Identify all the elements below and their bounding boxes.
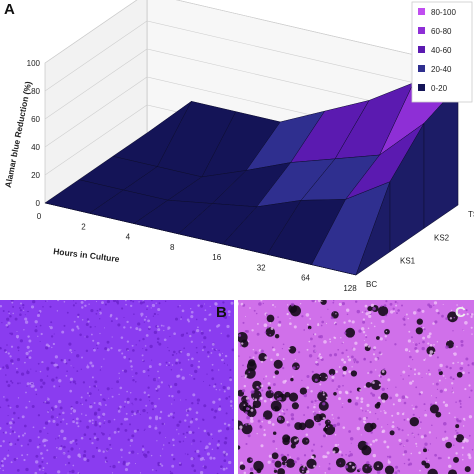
micrograph-c bbox=[238, 300, 474, 474]
z-axis-label: Alamar blue Reduction (%) bbox=[3, 80, 33, 188]
legend-label: 80-100 bbox=[431, 8, 456, 17]
x-tick-label: 16 bbox=[212, 253, 221, 262]
micrograph-b bbox=[0, 300, 234, 474]
z-tick-label: 80 bbox=[31, 87, 40, 96]
legend-label: 0-20 bbox=[431, 84, 448, 93]
legend-swatch bbox=[418, 8, 425, 15]
x-tick-label: 8 bbox=[170, 243, 175, 252]
y-tick-label: TS2 bbox=[468, 210, 474, 219]
surface-chart: 0 20 40 60 80 100 0 2 4 8 16 32 64 128 BC KS1 KS2 TS2 A… bbox=[3, 0, 474, 293]
panel-letter-b: B bbox=[216, 304, 227, 321]
legend-swatch bbox=[418, 84, 425, 91]
x-tick-label: 4 bbox=[126, 233, 131, 242]
panel-letter-a: A bbox=[4, 1, 15, 18]
y-tick-label: BC bbox=[366, 280, 377, 289]
x-tick-label: 64 bbox=[301, 274, 310, 283]
x-axis-label: Hours in Culture bbox=[53, 246, 121, 264]
z-tick-labels: 0 20 40 60 80 100 bbox=[27, 59, 41, 208]
z-gridline bbox=[44, 48, 459, 122]
legend: 80-100 60-80 40-60 20-40 0-20 bbox=[411, 1, 473, 103]
z-tick-label: 60 bbox=[31, 115, 40, 124]
y-tick-label: KS2 bbox=[434, 233, 450, 242]
z-tick-label: 100 bbox=[27, 59, 41, 68]
legend-label: 20-40 bbox=[431, 65, 452, 74]
x-tick-label: 128 bbox=[343, 284, 357, 293]
z-tick-label: 40 bbox=[31, 143, 40, 152]
legend-swatch bbox=[418, 65, 425, 72]
y-tick-label: KS1 bbox=[400, 257, 416, 266]
z-gridline bbox=[44, 0, 459, 66]
x-tick-label: 32 bbox=[257, 263, 266, 272]
legend-label: 40-60 bbox=[431, 46, 452, 55]
y-tick-labels: BC KS1 KS2 TS2 bbox=[366, 210, 474, 289]
x-tick-labels: 0 2 4 8 16 32 64 128 bbox=[37, 212, 357, 293]
z-tick-label: 0 bbox=[36, 199, 41, 208]
panel-letter-c: C bbox=[455, 304, 466, 321]
z-gridline bbox=[44, 20, 459, 94]
legend-label: 60-80 bbox=[431, 27, 452, 36]
x-tick-label: 2 bbox=[81, 222, 86, 231]
legend-swatch bbox=[418, 46, 425, 53]
x-tick-label: 0 bbox=[37, 212, 42, 221]
legend-swatch bbox=[418, 27, 425, 34]
z-tick-label: 20 bbox=[31, 171, 40, 180]
